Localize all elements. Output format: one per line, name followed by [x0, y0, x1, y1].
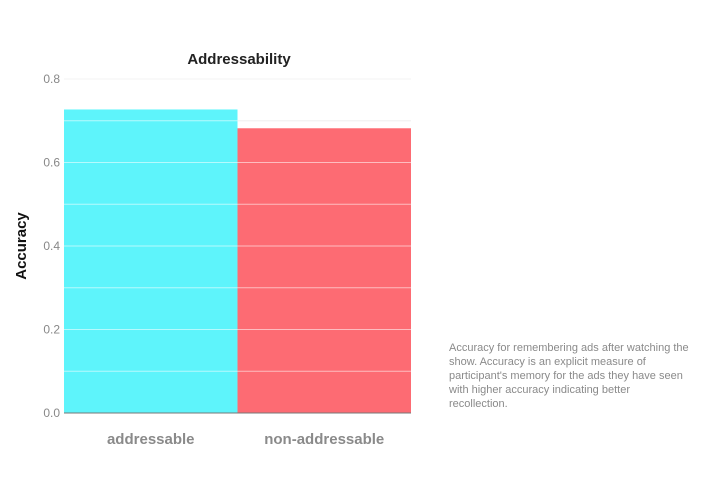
- y-tick-label: 0.6: [43, 156, 60, 170]
- chart-title: Addressability: [187, 51, 291, 68]
- y-axis-ticks: 0.0 0.2 0.4 0.6 0.8: [43, 72, 60, 420]
- y-axis-label: Accuracy: [13, 212, 30, 280]
- y-tick-label: 0.8: [43, 72, 60, 86]
- bar-gridline-overlay: [64, 78, 411, 372]
- chart-annotation: Accuracy for remembering ads after watch…: [449, 342, 689, 410]
- y-tick-label: 0.2: [43, 323, 60, 337]
- y-tick-label: 0.0: [43, 406, 60, 420]
- x-axis-categories: addressable non-addressable: [107, 431, 384, 448]
- x-tick-label: non-addressable: [264, 431, 384, 448]
- bar-addressable: [64, 109, 238, 413]
- bar-non-addressable: [237, 128, 411, 413]
- y-tick-label: 0.4: [43, 239, 60, 253]
- x-tick-label: addressable: [107, 431, 195, 448]
- bars: [64, 109, 411, 413]
